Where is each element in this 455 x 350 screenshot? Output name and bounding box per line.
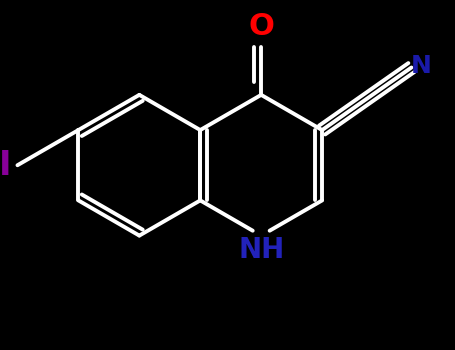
Text: N: N xyxy=(411,54,432,78)
Text: O: O xyxy=(248,12,274,41)
Text: I: I xyxy=(0,149,11,182)
Text: NH: NH xyxy=(238,236,284,264)
